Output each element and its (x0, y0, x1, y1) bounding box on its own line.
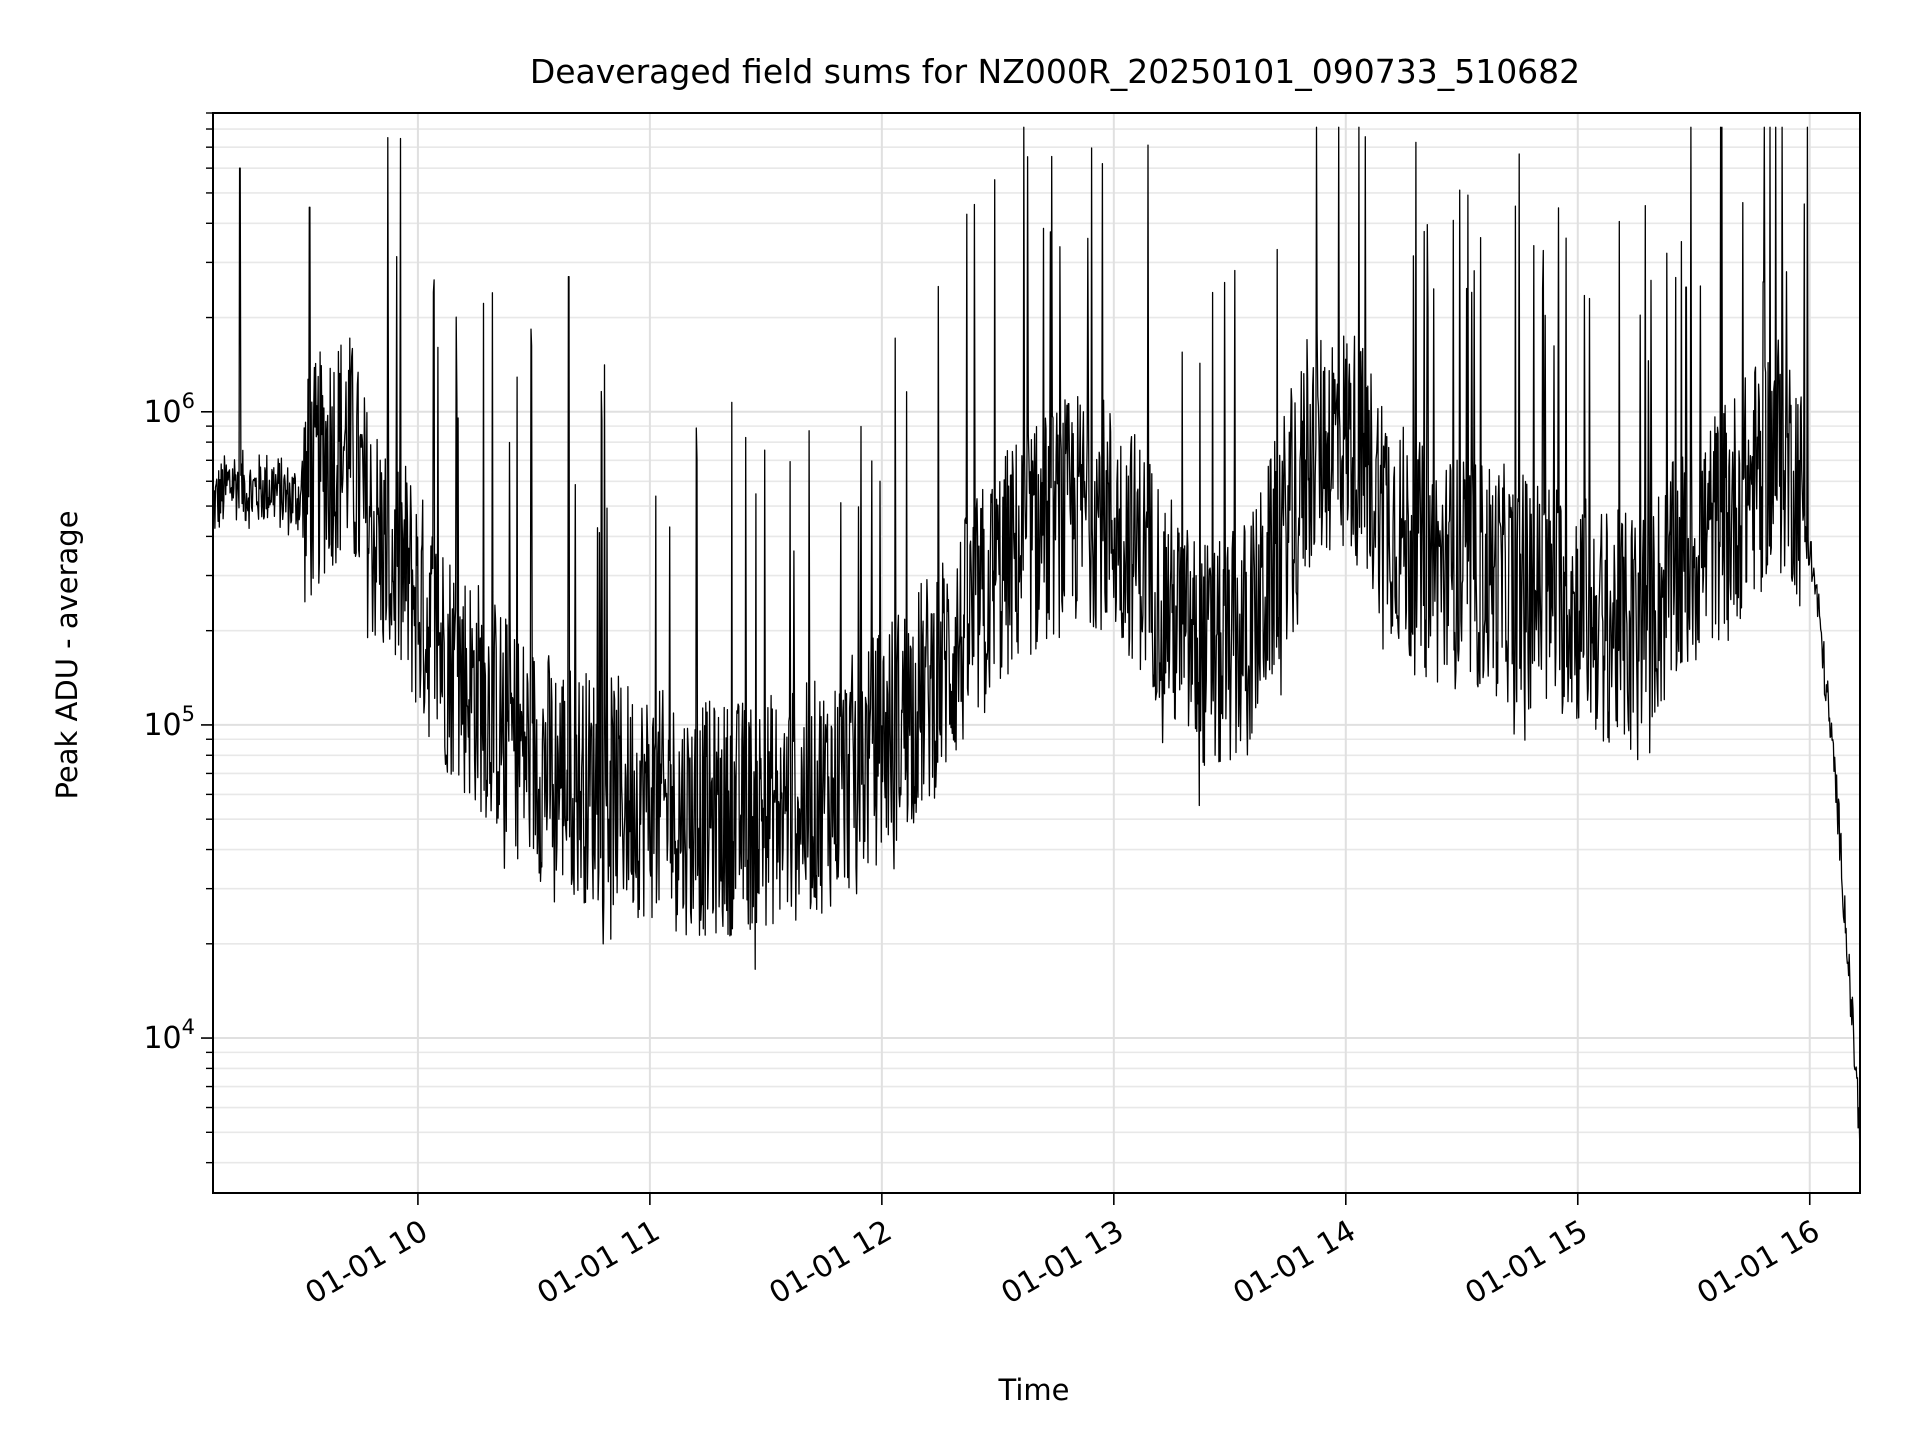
y-axis-label: Peak ADU - average (50, 510, 84, 799)
series-line (212, 126, 1861, 1156)
chart-title: Deaveraged field sums for NZ000R_2025010… (530, 52, 1580, 91)
y-tick-label: 104 (143, 1015, 195, 1056)
axes-frame (212, 112, 1861, 1194)
data-layer (212, 126, 1861, 1156)
y-tick-label: 106 (143, 389, 195, 430)
x-axis-label: Time (998, 1373, 1070, 1407)
y-tick-label: 105 (143, 702, 195, 743)
